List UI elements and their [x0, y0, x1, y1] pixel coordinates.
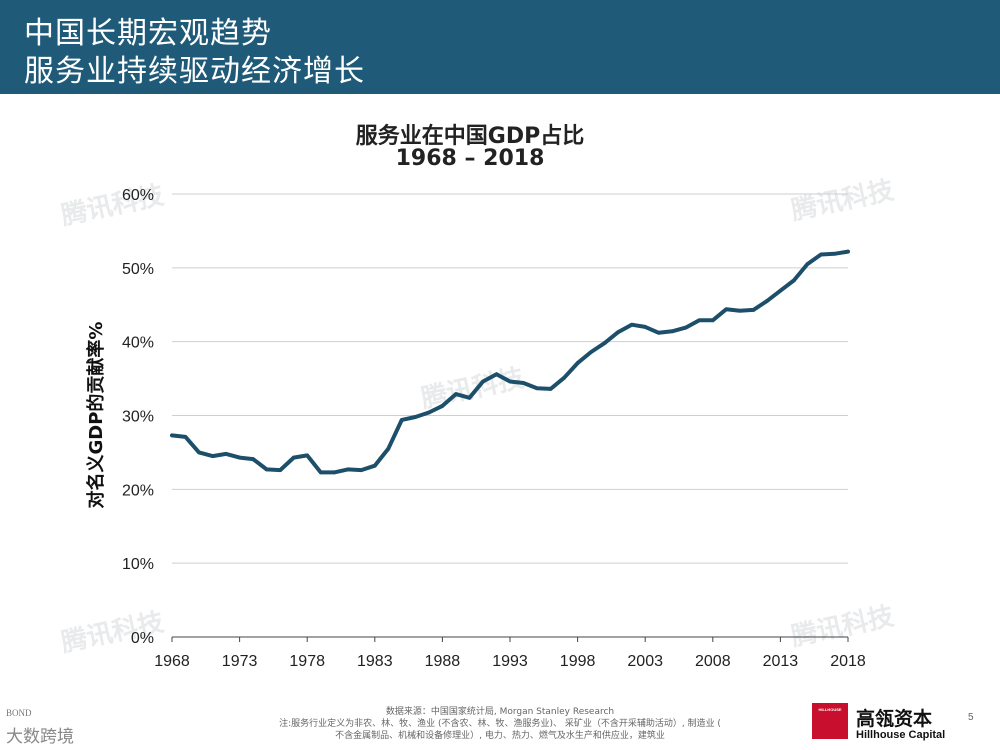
logo-name-cn: 高瓴资本 [856, 708, 933, 730]
data-point [697, 318, 702, 323]
y-tick-label: 40% [122, 335, 154, 352]
data-point [778, 288, 783, 293]
data-point [643, 325, 647, 329]
data-point [616, 330, 620, 334]
data-point [400, 418, 404, 422]
data-point [440, 404, 445, 408]
x-tick-label: 1988 [425, 653, 461, 670]
data-point [819, 252, 823, 257]
x-tick-label: 2018 [830, 653, 866, 670]
data-point [521, 381, 526, 385]
header-bar: 中国长期宏观趋势 服务业持续驱动经济增长 [0, 0, 1000, 94]
x-tick-label: 1973 [222, 653, 258, 670]
page-number: 5 [968, 712, 974, 723]
y-tick-label: 0% [131, 630, 154, 647]
x-tick-label: 1998 [560, 653, 596, 670]
data-point [562, 376, 566, 380]
data-point [346, 467, 350, 472]
y-tick-label: 20% [122, 482, 154, 499]
data-point [481, 379, 485, 384]
x-tick-label: 1968 [154, 653, 190, 670]
data-point [386, 446, 391, 451]
data-point [656, 331, 661, 335]
data-point [805, 262, 810, 266]
data-point [738, 308, 742, 313]
note-line-2: 不含金属制品、机械和设备修理业）, 电力、热力、燃气及水生产和供应业，建筑业 [335, 731, 665, 741]
data-point [291, 455, 296, 460]
y-tick-label: 30% [122, 409, 154, 426]
data-point [684, 325, 688, 330]
data-point [575, 361, 580, 365]
x-tick-label: 2003 [627, 653, 663, 670]
data-point [711, 318, 715, 323]
hillhouse-logo-icon: HILLHOUSE [812, 703, 848, 739]
data-point [318, 470, 323, 475]
data-point [454, 392, 458, 396]
footer-notes: 数据来源：中国国家统计局, Morgan Stanley Research 注:… [230, 706, 770, 742]
data-point [846, 249, 850, 254]
data-point [237, 455, 242, 460]
data-point [670, 329, 674, 334]
header-title-line2: 服务业持续驱动经济增长 [24, 54, 365, 89]
x-tick-label: 1978 [289, 653, 325, 670]
note-line-1: 注:服务行业定义为非农、林、牧、渔业 (不含农、林、牧、渔服务业)、 采矿业（不… [279, 719, 721, 729]
data-point [427, 410, 431, 415]
x-tick-label: 2013 [763, 653, 799, 670]
data-point [332, 470, 337, 475]
data-source: 数据来源：中国国家统计局, Morgan Stanley Research [385, 707, 615, 717]
corner-badge: BOND [6, 708, 32, 718]
data-point [197, 450, 201, 455]
data-point [359, 468, 364, 472]
data-point [792, 278, 796, 283]
x-tick-label: 1983 [357, 653, 393, 670]
data-point [373, 463, 377, 468]
data-point [494, 372, 499, 377]
data-point [832, 252, 837, 256]
corner-brand: 大数跨境 [6, 727, 74, 747]
data-point [629, 322, 634, 327]
data-point [278, 468, 283, 472]
chart-subtitle: 1968 – 2018 [395, 146, 545, 171]
data-point [183, 435, 188, 439]
x-tick-label: 1993 [492, 653, 528, 670]
data-point [751, 308, 756, 312]
data-point [508, 379, 512, 384]
y-tick-label: 10% [122, 556, 154, 573]
data-point [467, 396, 472, 400]
data-point [602, 341, 607, 345]
data-point [305, 453, 310, 458]
data-point [589, 350, 593, 354]
header-title-line1: 中国长期宏观趋势 [24, 16, 272, 51]
data-point [765, 299, 769, 303]
y-axis-label: 对名义GDP的贡献率% [86, 321, 107, 509]
data-point [210, 454, 215, 458]
data-point [251, 457, 255, 461]
data-point [724, 307, 729, 312]
data-point [264, 467, 269, 472]
data-point [413, 415, 418, 419]
y-tick-label: 60% [122, 187, 154, 204]
data-point [224, 452, 228, 456]
y-tick-label: 50% [122, 261, 154, 278]
logo-name-en: Hillhouse Capital [856, 729, 946, 741]
data-point [548, 387, 553, 391]
series-line [170, 249, 850, 475]
x-tick-label: 2008 [695, 653, 731, 670]
data-point [170, 433, 174, 438]
data-point [535, 386, 539, 391]
chart-title: 服务业在中国GDP占比 [355, 124, 585, 149]
